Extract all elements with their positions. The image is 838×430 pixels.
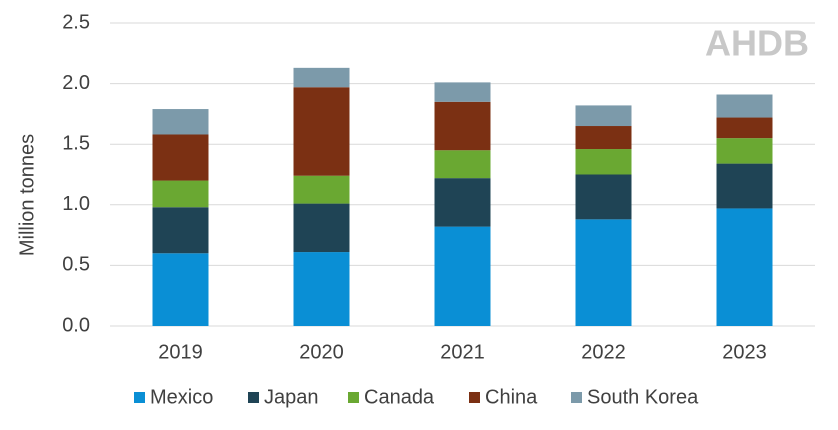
- x-tick-label: 2020: [299, 341, 344, 363]
- bar-segment: [575, 149, 632, 175]
- bar-segment: [575, 174, 632, 220]
- legend-label: China: [485, 386, 538, 408]
- y-tick-label: 0.0: [62, 314, 90, 336]
- bar-segment: [152, 134, 209, 181]
- x-tick-label: 2021: [440, 341, 485, 363]
- legend-swatch: [134, 392, 145, 403]
- bar-segment: [575, 105, 632, 127]
- bar-segment: [293, 87, 350, 176]
- bar-segment: [575, 219, 632, 326]
- legend-label: Mexico: [150, 386, 213, 408]
- bar-segment: [716, 208, 773, 326]
- legend-swatch: [248, 392, 259, 403]
- bar-segment: [434, 178, 491, 227]
- legend-label: Japan: [264, 386, 319, 408]
- legend-label: South Korea: [587, 386, 699, 408]
- bar-segment: [293, 175, 350, 204]
- bar-segment: [293, 252, 350, 326]
- bar-segment: [152, 253, 209, 326]
- bar-segment: [152, 109, 209, 135]
- x-tick-label: 2022: [581, 341, 626, 363]
- bar-segment: [434, 101, 491, 151]
- y-tick-label: 2.5: [62, 11, 90, 33]
- bar-segment: [293, 203, 350, 253]
- bar-segment: [716, 94, 773, 118]
- legend-swatch: [571, 392, 582, 403]
- y-tick-label: 0.5: [62, 254, 90, 276]
- logo: AHDB: [705, 23, 809, 64]
- legend-swatch: [348, 392, 359, 403]
- legend-swatch: [469, 392, 480, 403]
- bar-segment: [293, 67, 350, 88]
- bar-segment: [716, 163, 773, 209]
- bar-segment: [716, 117, 773, 139]
- y-axis-label: Million tonnes: [16, 134, 38, 256]
- legend-label: Canada: [364, 386, 435, 408]
- bar-segment: [716, 138, 773, 164]
- bar-segment: [575, 126, 632, 150]
- bar-segment: [434, 150, 491, 179]
- x-tick-label: 2019: [158, 341, 203, 363]
- x-tick-label: 2023: [722, 341, 767, 363]
- y-tick-label: 1.5: [62, 132, 90, 154]
- y-tick-label: 1.0: [62, 193, 90, 215]
- bar-segment: [152, 180, 209, 208]
- bar-segment: [434, 82, 491, 102]
- bar-segment: [152, 207, 209, 254]
- bar-segment: [434, 226, 491, 326]
- y-tick-label: 2.0: [62, 72, 90, 94]
